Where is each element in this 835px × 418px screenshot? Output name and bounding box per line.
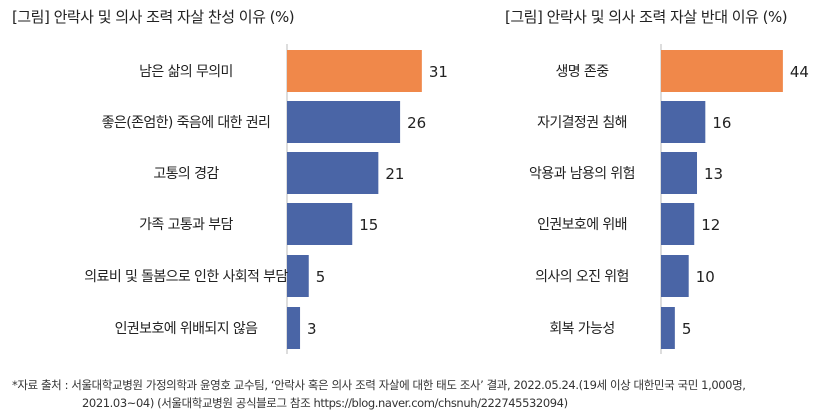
category-label: 악용과 남용의 위험 <box>529 166 635 182</box>
bar <box>661 101 706 143</box>
bar <box>661 50 783 92</box>
data-label: 5 <box>682 320 692 338</box>
category-label: 회복 가능성 <box>549 321 614 337</box>
right-chart-title: [그림] 안락사 및 의사 조력 자살 반대 이유 (%) <box>505 8 788 26</box>
data-label: 13 <box>704 165 723 183</box>
data-label: 16 <box>712 114 731 132</box>
category-label: 남은 삶의 무의미 <box>139 64 233 80</box>
bar <box>661 255 689 297</box>
bar <box>287 50 422 92</box>
bar <box>661 203 695 245</box>
category-label: 고통의 경감 <box>153 166 219 182</box>
category-label: 의사의 오진 위험 <box>535 269 629 285</box>
category-label: 인권보호에 위배되지 않음 <box>115 321 258 337</box>
category-label: 생명 존중 <box>556 64 610 80</box>
data-label: 10 <box>696 268 715 286</box>
bar <box>287 101 401 143</box>
data-label: 26 <box>407 114 426 132</box>
data-label: 31 <box>429 63 448 81</box>
bar <box>661 307 675 349</box>
data-label: 21 <box>385 165 404 183</box>
data-label: 5 <box>316 268 326 286</box>
data-label: 15 <box>359 216 378 234</box>
category-label: 가족 고통과 부담 <box>139 217 233 233</box>
footnote-line-2: 2021.03~04) (서울대학교병원 공식블로그 참조 https://bl… <box>82 396 568 410</box>
footnote-line-1: *자료 출처 : 서울대학교병원 가정의학과 윤영호 교수팀, ‘안락사 혹은 … <box>12 378 746 392</box>
bar <box>287 255 309 297</box>
category-label: 좋은(존엄한) 죽음에 대한 권리 <box>102 115 271 131</box>
left-chart-title: [그림] 안락사 및 의사 조력 자살 찬성 이유 (%) <box>12 8 295 26</box>
category-label: 인권보호에 위배 <box>537 217 627 233</box>
data-label: 3 <box>307 320 317 338</box>
category-label: 의료비 및 돌봄으로 인한 사회적 부담 <box>84 269 288 285</box>
bar <box>287 307 301 349</box>
data-label: 44 <box>790 63 809 81</box>
bar <box>287 203 353 245</box>
category-label: 자기결정권 침해 <box>537 115 627 131</box>
bar <box>661 152 698 194</box>
bar <box>287 152 379 194</box>
data-label: 12 <box>701 216 720 234</box>
